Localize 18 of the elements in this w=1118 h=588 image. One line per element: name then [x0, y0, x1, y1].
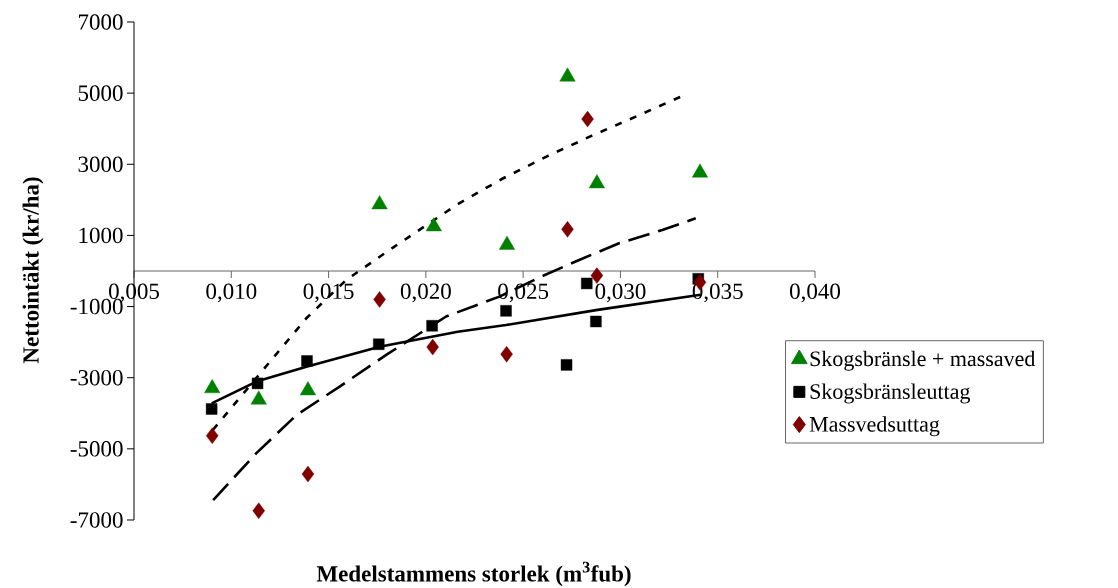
y-tick-label: -3000 [70, 369, 123, 386]
x-axis-title: Medelstammens storlek (m$^{3}$fub) [316, 561, 631, 587]
y-tick-label: 7000 [79, 14, 123, 30]
y-tick-label: 1000 [79, 227, 123, 244]
y-tick-label: 5000 [78, 85, 123, 101]
x-tick-label: 0,015 [303, 283, 354, 303]
x-tick-label: 0,030 [595, 283, 646, 303]
legend-label: Skogsbränsleuttag [810, 383, 971, 404]
y-tick-label: 3000 [78, 156, 123, 173]
y-axis-title: Nettointäkt (kr/ha) [22, 177, 44, 364]
x-tick-label: 0,025 [498, 283, 549, 303]
x-tick-label: 0,010 [206, 283, 257, 303]
legend-label: Massvedsuttag [809, 416, 940, 437]
y-tick-label: -7000 [70, 512, 123, 528]
x-tick-label: 0,020 [400, 283, 451, 303]
y-tick-label: -5000 [70, 441, 123, 457]
x-tick-label: 0,040 [790, 283, 841, 303]
legend-label: Skogsbränsle + massaved [810, 350, 1036, 371]
